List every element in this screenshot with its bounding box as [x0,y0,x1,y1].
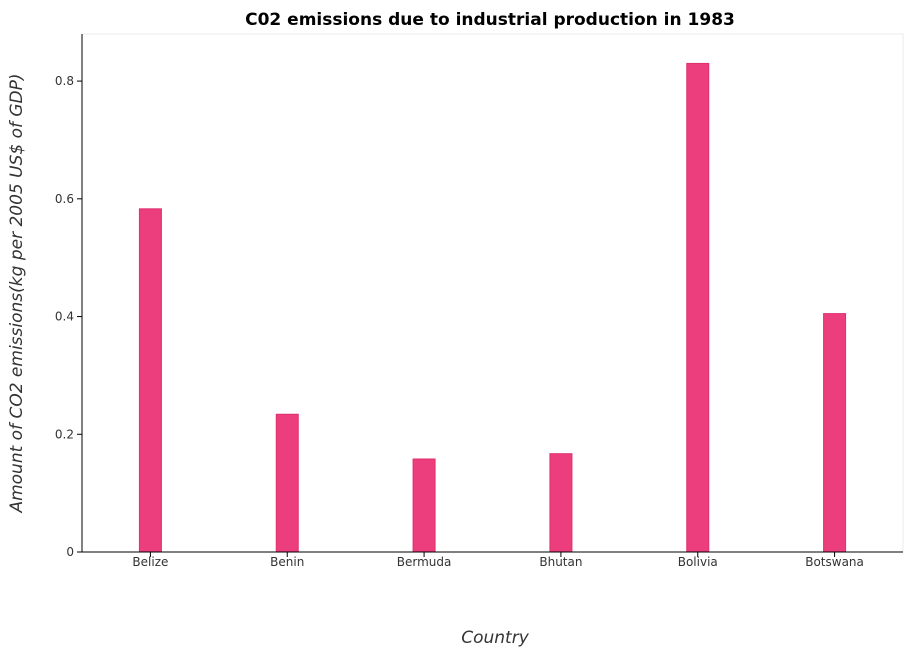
y-tick-label: 0.6 [55,192,74,206]
chart-title: C02 emissions due to industrial producti… [245,10,735,30]
bar [275,413,299,553]
x-tick-label: Belize [132,555,168,569]
bar [549,453,573,553]
x-axis-label: Country [461,628,529,648]
x-tick-label: Bhutan [539,555,582,569]
plot-border [81,33,904,553]
bar [138,208,162,553]
x-tick-label: Benin [270,555,304,569]
y-tick-label: 0.4 [55,310,74,324]
bar [823,313,847,553]
y-axis-label: Amount of CO2 emissions(kg per 2005 US$ … [7,73,27,513]
x-tick-label: Bermuda [397,555,452,569]
y-tick-label: 0.2 [55,427,74,441]
bar [686,62,710,553]
y-tick-label: 0.8 [55,74,74,88]
y-tick-label: 0 [66,545,74,559]
bar [412,458,436,553]
x-tick-label: Botswana [805,555,864,569]
x-tick-label: Bolivia [678,555,718,569]
plot-area: 0 0.2 0.4 0.6 0.8 Belize Benin Bermuda Bhutan Bol… [55,33,904,569]
